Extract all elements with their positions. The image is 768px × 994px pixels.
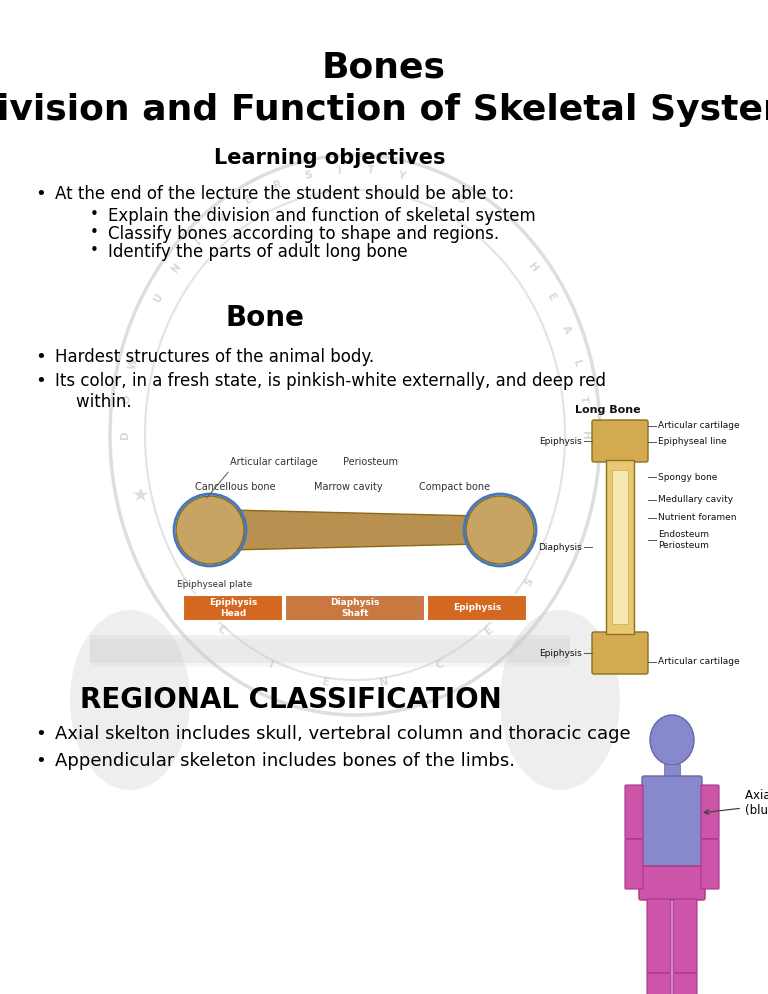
Text: Periosteum: Periosteum	[343, 457, 398, 467]
Text: O: O	[455, 193, 467, 206]
Text: Appendicular skeleton includes bones of the limbs.: Appendicular skeleton includes bones of …	[55, 752, 515, 770]
FancyBboxPatch shape	[183, 595, 283, 621]
Text: I: I	[337, 165, 342, 176]
Text: E: E	[243, 194, 255, 206]
Text: At the end of the lecture the student should be able to:: At the end of the lecture the student sh…	[55, 185, 515, 203]
Text: Y: Y	[397, 170, 406, 181]
Text: A: A	[560, 324, 572, 335]
Text: •: •	[35, 185, 46, 203]
Text: Appendicular
skeleton (pink): Appendicular skeleton (pink)	[0, 993, 1, 994]
Text: I: I	[194, 237, 203, 247]
Text: ★: ★	[131, 485, 149, 505]
Text: Diaphysis: Diaphysis	[538, 543, 582, 552]
Text: Articular cartilage: Articular cartilage	[658, 657, 740, 667]
Text: Cancellous bone: Cancellous bone	[194, 482, 275, 492]
Text: U: U	[152, 291, 165, 303]
Text: Epiphysis: Epiphysis	[453, 603, 502, 612]
FancyBboxPatch shape	[701, 839, 719, 889]
Text: Diaphysis
Shaft: Diaphysis Shaft	[330, 598, 379, 617]
Text: REGIONAL CLASSIFICATION: REGIONAL CLASSIFICATION	[80, 686, 502, 714]
Text: Division and Function of Skeletal System: Division and Function of Skeletal System	[0, 93, 768, 127]
Text: Epiphysis
Head: Epiphysis Head	[209, 598, 257, 617]
Text: E: E	[322, 677, 330, 688]
Text: •: •	[90, 207, 99, 222]
Text: Hardest structures of the animal body.: Hardest structures of the animal body.	[55, 348, 374, 366]
Text: W: W	[127, 357, 140, 371]
Text: Epiphysis: Epiphysis	[539, 648, 582, 657]
Text: Learning objectives: Learning objectives	[214, 148, 445, 168]
Text: •: •	[35, 752, 46, 770]
FancyBboxPatch shape	[673, 899, 697, 973]
FancyBboxPatch shape	[612, 470, 628, 624]
Text: C: C	[434, 659, 445, 671]
FancyBboxPatch shape	[90, 635, 570, 663]
Text: Endosteum
Periosteum: Endosteum Periosteum	[658, 531, 709, 550]
Text: •: •	[90, 243, 99, 258]
FancyBboxPatch shape	[90, 639, 570, 667]
Text: Long Bone: Long Bone	[575, 405, 641, 415]
Text: Articular cartilage: Articular cartilage	[658, 421, 740, 430]
Text: C: C	[215, 624, 227, 637]
FancyBboxPatch shape	[592, 632, 648, 674]
Ellipse shape	[176, 496, 244, 564]
Text: I: I	[266, 660, 274, 670]
Ellipse shape	[500, 610, 620, 790]
Text: Epiphysis: Epiphysis	[539, 436, 582, 445]
FancyBboxPatch shape	[625, 839, 643, 889]
Text: V: V	[217, 212, 229, 225]
Text: Axial skeleton
(blue): Axial skeleton (blue)	[704, 789, 768, 817]
Text: H: H	[527, 261, 540, 274]
FancyBboxPatch shape	[664, 764, 680, 778]
Text: S: S	[175, 576, 187, 587]
Text: Explain the division and function of skeletal system: Explain the division and function of ske…	[108, 207, 536, 225]
FancyBboxPatch shape	[625, 785, 643, 839]
Text: F: F	[482, 213, 493, 225]
FancyBboxPatch shape	[606, 460, 634, 634]
Text: Nutrient foramen: Nutrient foramen	[658, 514, 737, 523]
Text: •: •	[35, 348, 46, 366]
FancyBboxPatch shape	[647, 899, 671, 973]
Text: Bones: Bones	[322, 51, 446, 85]
FancyBboxPatch shape	[285, 595, 425, 621]
Text: Medullary cavity: Medullary cavity	[658, 495, 733, 505]
Text: T: T	[367, 165, 375, 176]
Text: O: O	[121, 394, 133, 404]
Text: R: R	[273, 179, 283, 192]
Text: •: •	[35, 725, 46, 743]
Text: E: E	[483, 624, 495, 636]
Text: •: •	[90, 225, 99, 240]
Text: •: •	[35, 372, 46, 390]
FancyBboxPatch shape	[673, 973, 697, 994]
FancyBboxPatch shape	[647, 973, 671, 994]
Text: Spongy bone: Spongy bone	[658, 472, 717, 481]
Text: Its color, in a fresh state, is pinkish-white externally, and deep red
    withi: Its color, in a fresh state, is pinkish-…	[55, 372, 606, 411]
FancyBboxPatch shape	[592, 420, 648, 462]
Ellipse shape	[466, 496, 534, 564]
Polygon shape	[230, 510, 480, 550]
Text: Marrow cavity: Marrow cavity	[313, 482, 382, 492]
FancyBboxPatch shape	[639, 866, 705, 900]
Text: Bone: Bone	[226, 304, 304, 332]
Text: Articular cartilage: Articular cartilage	[230, 457, 318, 467]
Text: L: L	[571, 359, 582, 368]
Text: T: T	[578, 395, 588, 404]
Text: S: S	[303, 170, 313, 181]
Text: Epiphyseal plate: Epiphyseal plate	[177, 580, 253, 589]
Text: Axial skelton includes skull, vertebral column and thoracic cage: Axial skelton includes skull, vertebral …	[55, 725, 631, 743]
Text: H: H	[580, 430, 590, 439]
Text: N: N	[379, 677, 389, 688]
Text: Compact bone: Compact bone	[419, 482, 491, 492]
Ellipse shape	[650, 715, 694, 765]
Text: N: N	[170, 261, 184, 274]
FancyBboxPatch shape	[427, 595, 527, 621]
Text: E: E	[545, 291, 558, 303]
Ellipse shape	[70, 610, 190, 790]
Text: Classify bones according to shape and regions.: Classify bones according to shape and re…	[108, 225, 499, 243]
FancyBboxPatch shape	[701, 785, 719, 839]
Text: D: D	[120, 430, 130, 439]
Text: Identify the parts of adult long bone: Identify the parts of adult long bone	[108, 243, 408, 261]
Text: S: S	[523, 576, 535, 587]
Text: Epiphyseal line: Epiphyseal line	[658, 437, 727, 446]
FancyBboxPatch shape	[642, 776, 702, 870]
